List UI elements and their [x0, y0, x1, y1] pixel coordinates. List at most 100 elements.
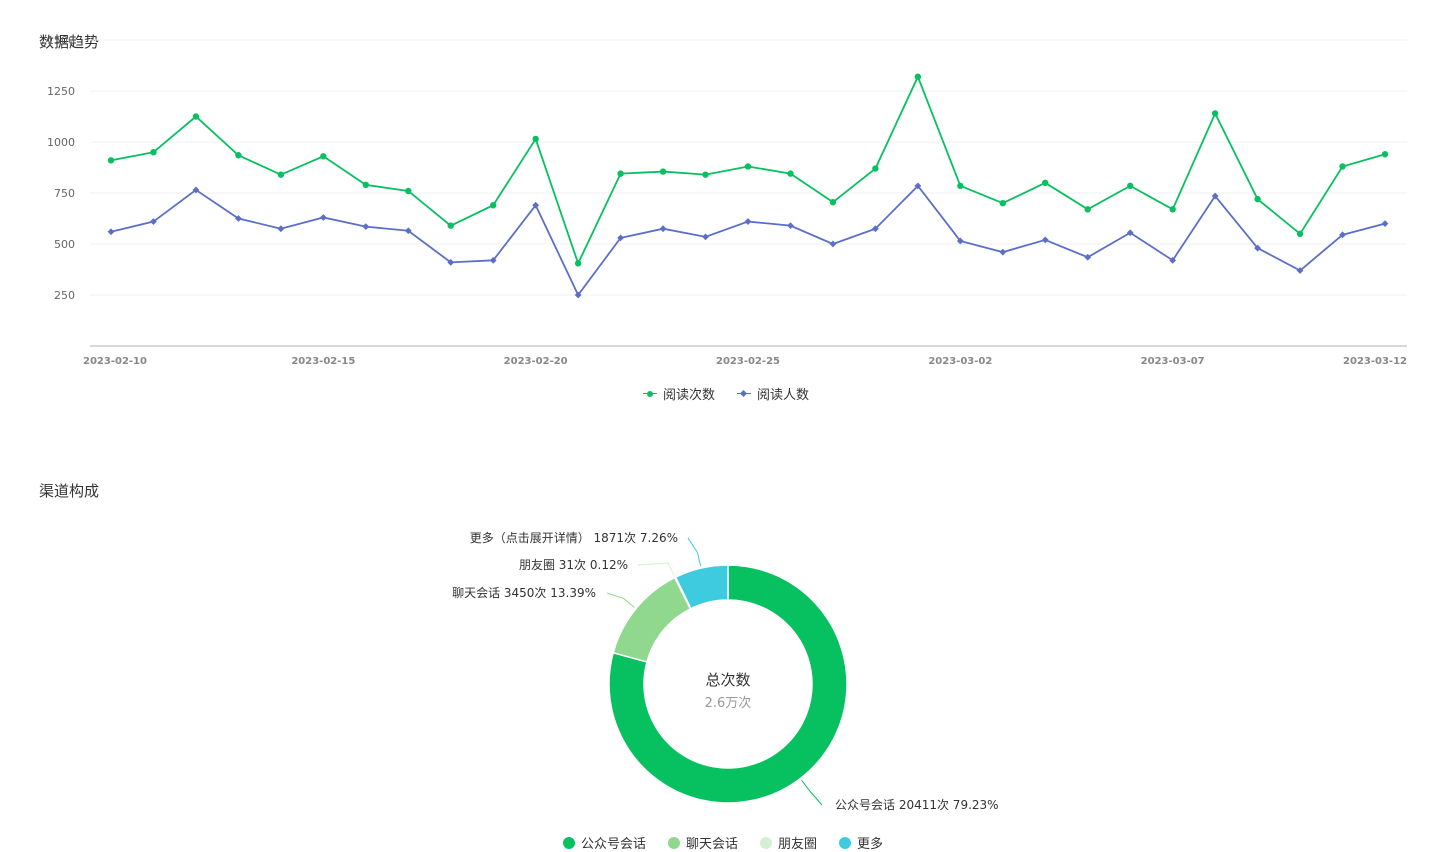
donut-center-value: 2.6万次 [704, 696, 752, 711]
data-point[interactable] [277, 225, 285, 233]
data-point[interactable] [320, 153, 327, 160]
legend-label: 阅读人数 [757, 388, 810, 403]
data-point[interactable] [872, 225, 879, 233]
data-point[interactable] [235, 215, 242, 222]
legend-item-series-1[interactable]: 阅读次数 [643, 384, 715, 403]
channel-section-title: 渠道构成 [39, 482, 100, 500]
data-point[interactable] [277, 171, 285, 178]
data-point[interactable] [872, 165, 879, 172]
data-point[interactable] [744, 163, 752, 170]
data-point[interactable] [1296, 230, 1304, 237]
data-point[interactable] [150, 149, 157, 156]
data-point[interactable] [829, 198, 837, 206]
data-point[interactable] [362, 181, 369, 189]
data-point[interactable] [1339, 163, 1346, 170]
data-point[interactable] [1084, 206, 1091, 213]
donut-slice[interactable] [608, 564, 848, 804]
data-point[interactable] [956, 237, 964, 245]
donut-center-title: 总次数 [705, 671, 751, 689]
data-point[interactable] [659, 168, 667, 175]
data-point[interactable] [1339, 231, 1346, 239]
data-point[interactable] [405, 187, 412, 195]
donut-slice[interactable] [612, 576, 692, 663]
slice-label: 朋友圈 31次 0.12% [519, 558, 628, 572]
data-point[interactable] [107, 228, 115, 236]
y-tick-label: 1250 [47, 85, 75, 98]
data-point[interactable] [1254, 195, 1261, 203]
donut-slice[interactable] [674, 564, 729, 610]
data-point[interactable] [744, 218, 752, 225]
leader-line [801, 779, 823, 806]
legend-label: 朋友圈 [778, 837, 818, 852]
data-point[interactable] [447, 258, 455, 266]
x-tick-label: 2023-02-25 [716, 356, 780, 367]
legend-label: 更多 [857, 837, 884, 852]
legend-item-channel-2[interactable]: 聊天会话 [668, 833, 738, 852]
data-point[interactable] [404, 227, 412, 235]
legend-item-series-2[interactable]: 阅读人数 [737, 384, 809, 403]
data-point[interactable] [1211, 110, 1219, 117]
data-point[interactable] [192, 186, 200, 194]
data-point[interactable] [617, 234, 624, 242]
data-point[interactable] [150, 218, 157, 225]
legend-swatch [563, 836, 575, 849]
data-point[interactable] [319, 214, 327, 221]
legend-item-channel-4[interactable]: 更多 [839, 833, 883, 852]
x-tick-label: 2023-03-12 [1343, 356, 1407, 367]
data-point[interactable] [532, 135, 539, 143]
x-tick-label: 2023-02-20 [504, 356, 568, 367]
data-point[interactable] [914, 73, 922, 80]
data-point[interactable] [1296, 267, 1304, 274]
data-point[interactable] [1211, 192, 1219, 200]
data-point[interactable] [1127, 182, 1134, 190]
data-point[interactable] [702, 171, 709, 178]
data-point[interactable] [1254, 244, 1261, 252]
data-point[interactable] [957, 182, 964, 190]
x-tick-label: 2023-03-02 [928, 356, 992, 367]
channel-donut-chart: 公众号会话 20411次 79.23% 聊天会话 3450次 13.39% 朋友圈 … [452, 530, 999, 812]
leader-line [687, 537, 702, 567]
data-point[interactable] [1381, 220, 1389, 227]
leader-line [637, 562, 675, 576]
y-tick-label: 250 [54, 289, 75, 302]
data-point[interactable] [787, 222, 794, 230]
data-point[interactable] [1041, 236, 1049, 244]
data-point[interactable] [362, 223, 370, 231]
legend-label: 聊天会话 [686, 837, 739, 852]
data-point[interactable] [999, 248, 1007, 256]
data-point[interactable] [999, 200, 1006, 207]
legend-item-channel-1[interactable]: 公众号会话 [563, 833, 646, 852]
data-point[interactable] [1169, 206, 1176, 213]
data-point[interactable] [659, 225, 667, 233]
trend-line-chart: 250 500 750 1000 1250 1500 2023-02-10 2023-02-1… [47, 34, 1407, 367]
legend-item-channel-3[interactable]: 朋友圈 [760, 833, 817, 852]
trend-section-title: 数据趋势 [39, 33, 100, 51]
data-point[interactable] [574, 260, 582, 267]
slice-label: 聊天会话 3450次 13.39% [452, 586, 596, 600]
legend-swatch [760, 836, 773, 849]
data-point[interactable] [447, 222, 454, 229]
data-point[interactable] [107, 157, 115, 164]
legend-swatch [668, 836, 681, 849]
data-point[interactable] [490, 202, 497, 209]
legend-swatch [839, 836, 852, 849]
data-point[interactable] [829, 240, 837, 248]
data-point[interactable] [702, 233, 709, 241]
data-point[interactable] [617, 170, 624, 177]
legend-label: 公众号会话 [581, 837, 647, 852]
y-tick-label: 1500 [47, 34, 75, 47]
x-tick-label: 2023-02-10 [83, 356, 147, 367]
channel-legend: 公众号会话 聊天会话 朋友圈 更多 [563, 833, 883, 852]
leader-line [606, 592, 635, 608]
slice-label: 更多（点击展开详情） 1871次 7.26% [470, 530, 678, 545]
data-point[interactable] [914, 182, 922, 190]
data-point[interactable] [1042, 179, 1049, 186]
data-point[interactable] [192, 113, 200, 120]
data-point[interactable] [787, 170, 794, 177]
slice-label: 公众号会话 20411次 79.23% [835, 798, 999, 812]
x-tick-label: 2023-03-07 [1141, 356, 1205, 367]
data-point[interactable] [1381, 151, 1389, 158]
legend-swatch [643, 389, 657, 399]
y-tick-label: 750 [54, 187, 75, 200]
data-point[interactable] [235, 152, 242, 159]
